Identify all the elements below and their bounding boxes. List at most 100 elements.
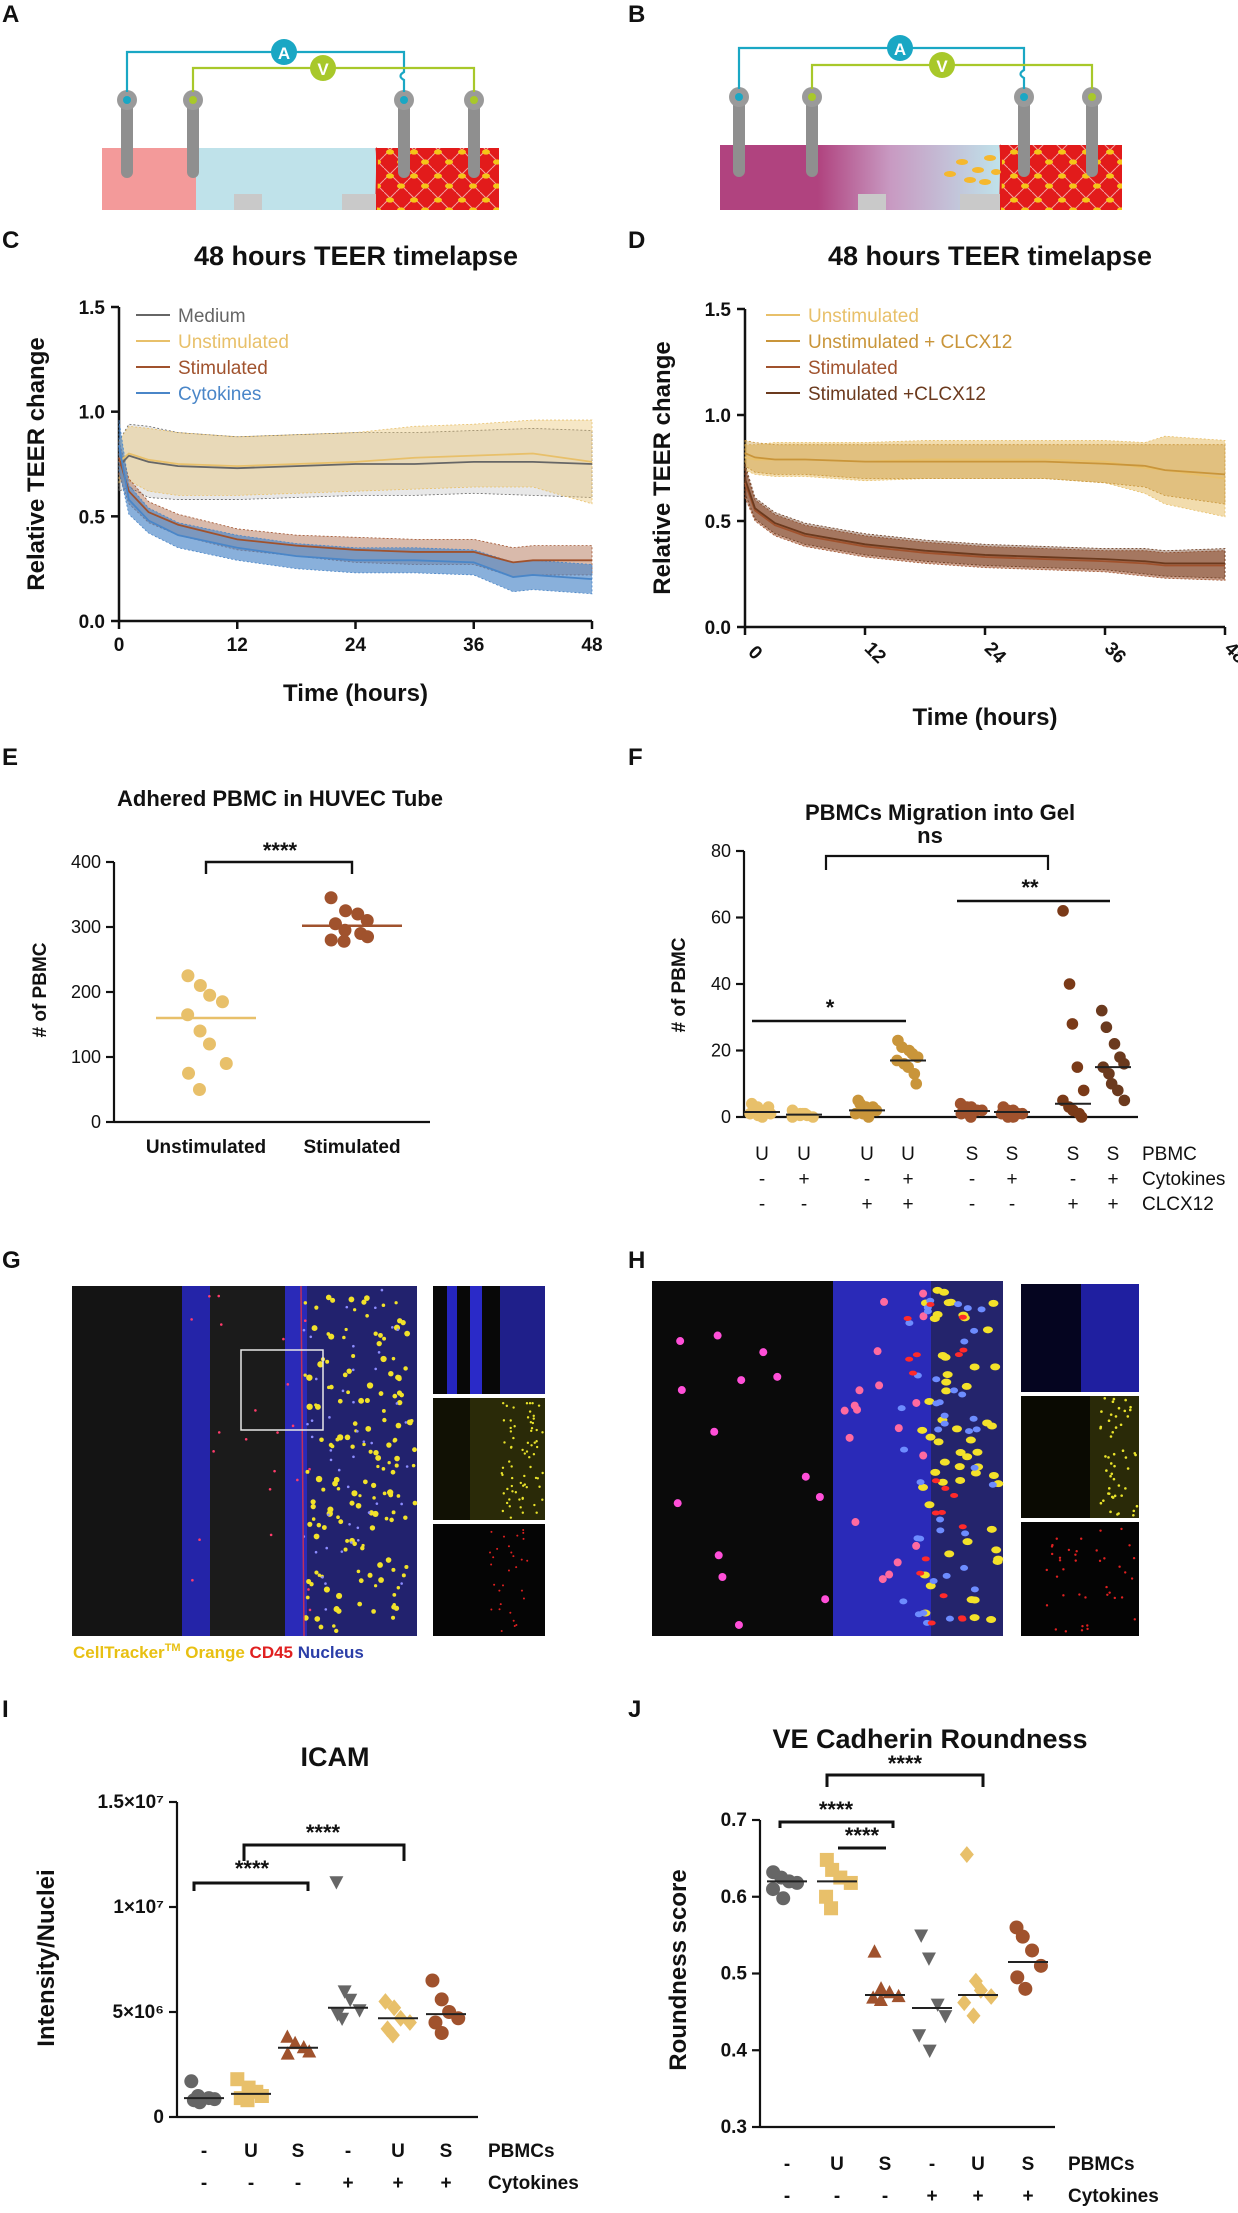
cell-dot (1126, 1415, 1130, 1418)
cell-dot (365, 1313, 369, 1318)
data-point (910, 1077, 923, 1090)
panel-label-J: J (628, 1696, 641, 1723)
cell-dot (310, 1419, 314, 1422)
cell-dot (988, 1472, 999, 1480)
cell-dot (302, 1328, 306, 1332)
cell-dot (677, 1386, 686, 1395)
y-axis-label: # of PBMC (669, 937, 690, 1032)
cell-dot (369, 1525, 376, 1531)
condition-label: + (342, 2173, 353, 2194)
condition-label: - (882, 2186, 888, 2207)
cell-dot (381, 1303, 386, 1307)
cell-dot (1112, 1477, 1116, 1481)
chart-D-teer-timelapse: 48 hours TEER timelapse 0.0 0.5 1.0 1.5 0 12 24… (649, 241, 1238, 731)
cell-dot (315, 1475, 323, 1483)
cell-dot (367, 1511, 371, 1514)
data-point (335, 2012, 350, 2026)
y-tick-label: 20 (711, 1041, 731, 1061)
zoom-region-box (240, 1349, 324, 1431)
panel-label-D: D (628, 227, 645, 254)
x-tick-label: 24 (980, 638, 1010, 668)
series-band-2 (744, 467, 1226, 581)
condition-label: - (929, 2154, 935, 2175)
data-point (824, 1901, 839, 1916)
condition-label: - (248, 2173, 254, 2194)
cell-dot (1109, 1474, 1112, 1478)
cell-dot (395, 1402, 399, 1405)
cell-dot (306, 1374, 313, 1381)
cell-dot (352, 1421, 358, 1426)
y-tick-label: 400 (71, 852, 101, 872)
cell-dot (395, 1374, 401, 1381)
cell-dot (759, 1348, 768, 1357)
cell-dot (965, 1436, 976, 1444)
cell-dot (925, 1433, 936, 1441)
cell-dot (374, 1306, 377, 1310)
cell-dot (384, 1516, 389, 1521)
cell-dot (515, 1623, 518, 1626)
cell-dot (815, 1493, 824, 1502)
data-point (790, 1875, 805, 1890)
cell-dot (1074, 1559, 1077, 1562)
ammeter-label: A (894, 40, 906, 59)
significance-label: **** (306, 1820, 341, 1845)
cell-dot (523, 1474, 526, 1478)
y-axis-label: # of PBMC (30, 942, 51, 1037)
cell-dot (1126, 1467, 1130, 1470)
cell-dot (939, 1593, 948, 1599)
cell-dot (217, 1294, 221, 1298)
cell-dot (356, 1538, 360, 1542)
cell-dot (513, 1425, 516, 1428)
y-tick-label: 80 (711, 841, 731, 861)
data-point (425, 1973, 440, 1988)
condition-label: - (969, 1169, 975, 1190)
condition-label: U (860, 1144, 874, 1165)
y-tick-label: 1×10⁷ (113, 1897, 164, 1918)
cell-dot (894, 1424, 903, 1433)
cell-dot (342, 1335, 346, 1340)
data-point (207, 2092, 222, 2107)
condition-label: - (295, 2173, 301, 2194)
cell-dot (885, 1570, 894, 1579)
cell-dot (520, 1589, 523, 1592)
data-point (1112, 1084, 1124, 1097)
cell-dot (1129, 1405, 1132, 1409)
cell-dot (821, 1595, 830, 1604)
cell-dot (372, 1510, 379, 1517)
cell-dot (1099, 1529, 1102, 1532)
cell-dot (919, 1289, 928, 1298)
condition-row-label: Cytokines (1142, 1169, 1225, 1190)
cell-dot (875, 1381, 884, 1390)
cell-dot (1111, 1430, 1115, 1434)
data-point (873, 1992, 888, 2006)
cell-dot (327, 1513, 330, 1517)
cell-dot (1054, 1628, 1058, 1631)
cell-dot (282, 1337, 285, 1341)
cell-dot (1109, 1510, 1112, 1514)
x-tick-label: 0 (744, 642, 766, 664)
cell-dot (356, 1569, 361, 1574)
cell-dot (374, 1367, 377, 1371)
significance-bracket (778, 1820, 895, 1828)
cell-dot (314, 1616, 321, 1622)
cell-dot (1051, 1543, 1054, 1547)
cell-dot (535, 1440, 538, 1443)
condition-label: U (755, 1144, 769, 1165)
cell-dot (970, 1464, 979, 1471)
data-point (434, 2026, 449, 2040)
cell-dot (1124, 1571, 1127, 1574)
cell-dot (366, 1382, 374, 1389)
cell-dot (395, 1422, 402, 1429)
condition-label: S (1107, 1144, 1120, 1165)
cell-dot (500, 1629, 503, 1632)
condition-label: - (1009, 1194, 1015, 1215)
cell-dot (1058, 1559, 1062, 1562)
data-point (328, 917, 342, 931)
condition-label: - (759, 1169, 765, 1190)
legend-entry: Unstimulated + CLCX12 (808, 332, 1012, 353)
cell-dot (352, 1400, 355, 1404)
cell-dot (358, 1494, 362, 1498)
cell-dot (541, 1471, 544, 1475)
cell-dot (1124, 1398, 1127, 1402)
cell-dot (507, 1569, 510, 1572)
